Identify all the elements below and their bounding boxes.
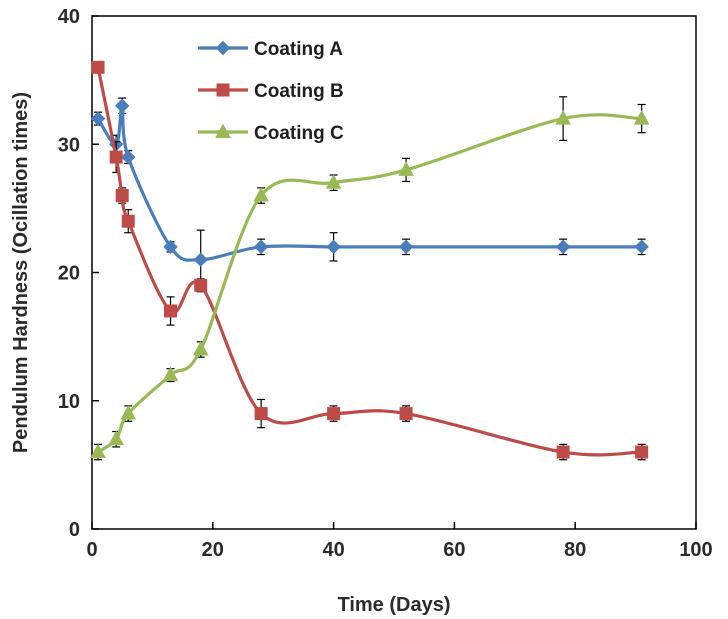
data-point bbox=[635, 445, 649, 459]
data-point bbox=[90, 111, 106, 126]
data-point bbox=[121, 149, 136, 165]
data-point bbox=[633, 110, 650, 125]
data-point bbox=[556, 445, 570, 459]
data-point bbox=[114, 98, 130, 113]
legend-entry: Coating B bbox=[198, 81, 344, 102]
data-point bbox=[398, 239, 414, 255]
series-coating-b bbox=[91, 60, 649, 461]
data-point bbox=[108, 430, 124, 446]
series-coating-c bbox=[90, 96, 650, 461]
data-point bbox=[192, 340, 209, 356]
legend-marker bbox=[215, 40, 231, 56]
data-point bbox=[253, 239, 269, 255]
data-point bbox=[109, 150, 123, 164]
series-line bbox=[96, 113, 644, 454]
data-point bbox=[327, 407, 341, 421]
x-tick-label: 100 bbox=[679, 539, 712, 561]
legend-label: Coating B bbox=[254, 81, 344, 102]
data-point bbox=[555, 110, 571, 125]
data-point bbox=[121, 214, 135, 228]
series-line bbox=[96, 65, 644, 457]
x-tick-label: 40 bbox=[322, 539, 344, 561]
plot-area-frame bbox=[91, 15, 697, 530]
legend: Coating A Coating B Coating C bbox=[198, 39, 344, 144]
data-point bbox=[634, 239, 649, 255]
data-point bbox=[193, 252, 208, 267]
data-point bbox=[555, 239, 571, 255]
data-point bbox=[115, 189, 129, 203]
data-point bbox=[91, 60, 105, 74]
y-tick-label: 30 bbox=[58, 134, 80, 156]
data-point bbox=[325, 174, 342, 189]
y-tick-label: 40 bbox=[58, 6, 80, 28]
x-axis-title: Time (Days) bbox=[337, 594, 450, 616]
legend-entry: Coating A bbox=[198, 39, 343, 60]
legend-marker bbox=[216, 83, 230, 97]
data-point bbox=[163, 239, 178, 255]
series-line bbox=[96, 104, 644, 262]
y-tick-label: 20 bbox=[58, 263, 80, 285]
x-tick-label: 60 bbox=[443, 539, 465, 561]
series-group bbox=[90, 60, 650, 461]
y-tick-label: 0 bbox=[69, 519, 80, 541]
data-point bbox=[90, 443, 106, 459]
legend-label: Coating C bbox=[254, 123, 344, 144]
data-point bbox=[164, 304, 178, 318]
axes: 0 20 40 60 80 100 0 10 20 30 40 bbox=[58, 6, 713, 561]
legend-label: Coating A bbox=[254, 39, 343, 60]
data-point bbox=[120, 405, 137, 420]
x-tick-label: 20 bbox=[202, 539, 224, 561]
y-tick-label: 10 bbox=[58, 391, 80, 413]
x-tick-label: 80 bbox=[564, 539, 586, 561]
data-point bbox=[254, 407, 268, 421]
x-tick-label: 0 bbox=[86, 539, 97, 561]
data-point bbox=[399, 407, 413, 421]
data-point bbox=[326, 239, 341, 255]
data-point bbox=[253, 186, 269, 202]
series-coating-a bbox=[90, 97, 649, 290]
y-axis-title: Pendulum Hardness (Ocillation times) bbox=[10, 92, 32, 453]
data-point bbox=[194, 278, 208, 292]
data-point bbox=[398, 161, 414, 176]
legend-marker bbox=[215, 123, 231, 138]
data-point bbox=[162, 366, 179, 382]
legend-entry: Coating C bbox=[198, 123, 344, 144]
